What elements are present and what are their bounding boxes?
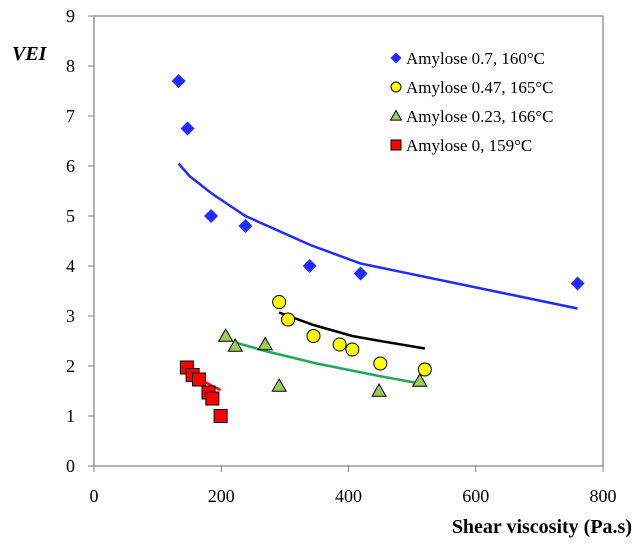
data-point	[417, 362, 432, 377]
fit-line	[278, 311, 426, 350]
data-point	[345, 342, 360, 357]
data-point	[371, 382, 387, 397]
legend: Amylose 0.7, 160°C Amylose 0.47, 165°C Amy…	[389, 49, 554, 155]
data-point	[306, 329, 321, 343]
legend-label: Amylose 0, 159°C	[406, 136, 532, 155]
data-point	[302, 259, 317, 273]
legend-label: Amylose 0.47, 165°C	[406, 78, 554, 97]
data-point	[373, 356, 388, 371]
x-axis-ticks: 0 200 400 600 800	[90, 466, 617, 506]
y-tick-label: 1	[66, 406, 75, 426]
legend-marker	[389, 109, 403, 121]
y-tick-label: 6	[66, 156, 75, 176]
data-point	[353, 266, 368, 281]
data-point	[281, 312, 296, 327]
fit-line	[234, 341, 421, 385]
data-point	[205, 391, 220, 406]
legend-marker	[390, 139, 402, 151]
y-axis-title: VEI	[12, 43, 48, 65]
y-tick-label: 9	[66, 6, 75, 26]
data-point	[191, 372, 206, 387]
data-point	[272, 295, 287, 309]
data-point	[332, 337, 347, 352]
fit-line	[177, 162, 578, 310]
legend-label: Amylose 0.7, 160°C	[406, 49, 545, 68]
y-axis-ticks: 0 1 2 3 4 5 6 7 8 9	[66, 6, 94, 476]
x-tick-label: 0	[90, 486, 99, 506]
plot-area	[93, 15, 604, 467]
x-tick-label: 400	[335, 486, 362, 506]
data-point	[217, 327, 234, 342]
data-point	[171, 74, 186, 88]
x-tick-label: 200	[208, 486, 235, 506]
x-axis-title: Shear viscosity (Pa.s)	[452, 516, 632, 538]
y-tick-label: 5	[66, 206, 75, 226]
data-point	[180, 121, 195, 136]
fit-lines	[177, 162, 578, 392]
x-tick-label: 600	[462, 486, 489, 506]
y-tick-label: 2	[66, 356, 75, 376]
data-point	[257, 336, 274, 351]
data-point	[213, 409, 228, 423]
data-point	[411, 372, 428, 387]
y-tick-label: 3	[66, 306, 75, 326]
y-tick-label: 8	[66, 56, 75, 76]
x-tick-label: 800	[590, 486, 617, 506]
data-points	[171, 74, 585, 423]
legend-marker	[390, 52, 402, 64]
y-tick-label: 0	[66, 456, 75, 476]
legend-marker	[390, 81, 402, 93]
data-point	[570, 276, 585, 291]
legend-label: Amylose 0.23, 166°C	[406, 107, 554, 126]
data-point	[271, 377, 288, 392]
y-tick-label: 4	[66, 256, 75, 276]
y-tick-label: 7	[66, 106, 75, 126]
data-point	[227, 337, 244, 352]
data-point	[238, 219, 253, 233]
data-point	[204, 209, 219, 223]
